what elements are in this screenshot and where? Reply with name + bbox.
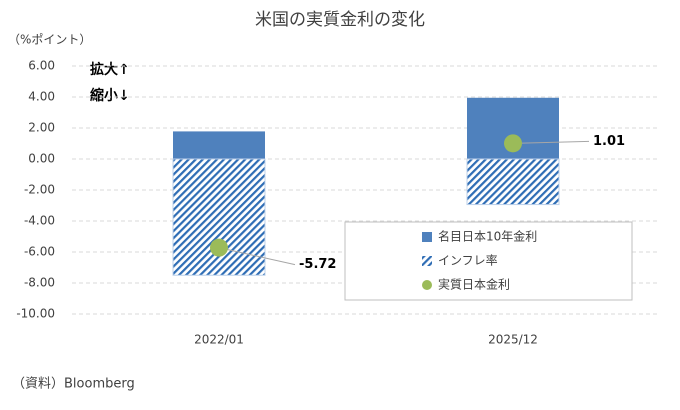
- y-tick-label: -10.00: [16, 307, 55, 321]
- legend-label: 実質日本金利: [438, 277, 510, 292]
- y-tick-label: 2.00: [28, 121, 55, 135]
- y-tick-label: -4.00: [24, 214, 55, 228]
- y-tick-label: 6.00: [28, 59, 55, 73]
- y-tick-label: -8.00: [24, 276, 55, 290]
- legend-swatch: [422, 280, 432, 290]
- legend-swatch: [422, 232, 432, 242]
- x-tick-label: 2022/01: [194, 333, 244, 347]
- bar: [172, 158, 266, 276]
- y-tick-label: 0.00: [28, 152, 55, 166]
- x-tick-label: 2025/12: [488, 333, 538, 347]
- value-label: 1.01: [593, 134, 625, 149]
- legend-box: [344, 221, 633, 301]
- annotation: 縮小↓: [90, 87, 130, 104]
- chart-title: 米国の実質金利の変化: [255, 10, 425, 30]
- y-tick-label: 4.00: [28, 90, 55, 104]
- value-label: -5.72: [299, 257, 336, 272]
- y-tick-label: -6.00: [24, 245, 55, 259]
- legend-label: 名目日本10年金利: [438, 229, 537, 244]
- y-axis-label: （%ポイント）: [8, 33, 91, 47]
- bar: [173, 131, 265, 159]
- y-tick-label: -2.00: [24, 183, 55, 197]
- legend-label: インフレ率: [438, 253, 498, 268]
- bar: [466, 158, 560, 206]
- annotation: 拡大↑: [90, 61, 130, 78]
- point: [210, 238, 228, 257]
- leader-line: [218, 247, 296, 266]
- legend-swatch: [422, 256, 432, 266]
- source: （資料）Bloomberg: [12, 377, 135, 392]
- point: [504, 134, 522, 153]
- leader-line: [512, 140, 590, 144]
